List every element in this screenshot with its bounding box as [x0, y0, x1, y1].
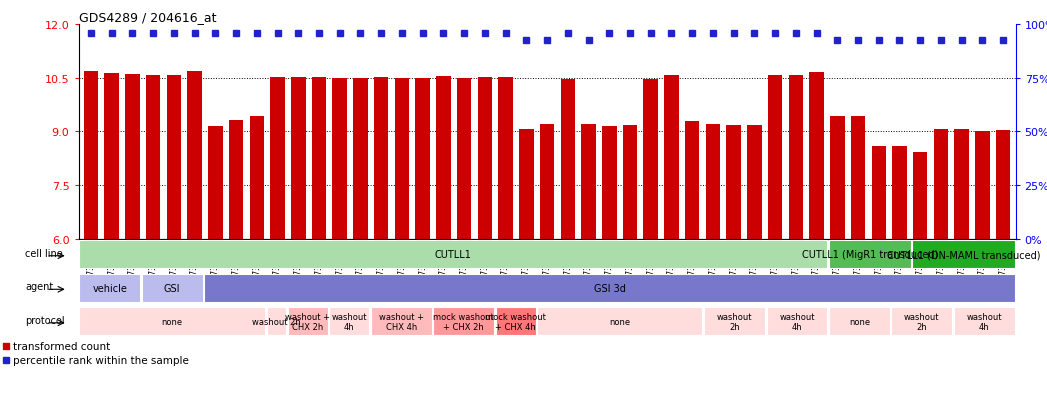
Bar — [126, 75, 139, 240]
Bar — [371, 308, 431, 335]
Bar — [664, 76, 678, 240]
Bar — [623, 126, 638, 240]
Bar — [291, 77, 306, 240]
Bar — [270, 78, 285, 240]
Text: none: none — [609, 317, 630, 326]
Bar — [912, 241, 1015, 268]
Text: none: none — [161, 317, 183, 326]
Bar — [498, 77, 513, 240]
Text: mock washout
+ CHX 4h: mock washout + CHX 4h — [486, 312, 547, 331]
Bar — [312, 78, 327, 240]
Text: cell line: cell line — [25, 248, 63, 258]
Text: washout
2h: washout 2h — [717, 312, 752, 331]
Bar — [204, 274, 1015, 302]
Bar — [329, 308, 370, 335]
Text: GDS4289 / 204616_at: GDS4289 / 204616_at — [79, 11, 216, 24]
Bar — [267, 308, 286, 335]
Text: washout +
CHX 4h: washout + CHX 4h — [379, 312, 424, 331]
Bar — [187, 72, 202, 240]
Bar — [766, 308, 827, 335]
Bar — [954, 308, 1015, 335]
Bar — [581, 124, 596, 240]
Text: agent: agent — [25, 282, 53, 292]
Bar — [727, 126, 741, 240]
Bar — [395, 78, 409, 240]
Bar — [892, 147, 907, 240]
Bar — [829, 241, 911, 268]
Bar — [84, 72, 98, 240]
Bar — [105, 74, 119, 240]
Text: washout
4h: washout 4h — [966, 312, 1002, 331]
Bar — [975, 132, 989, 240]
Bar — [913, 153, 928, 240]
Bar — [519, 130, 534, 240]
Bar — [830, 117, 845, 240]
Text: mock washout
+ CHX 2h: mock washout + CHX 2h — [433, 312, 494, 331]
Bar — [891, 308, 953, 335]
Bar — [934, 130, 949, 240]
Text: CUTLL1 (DN-MAML transduced): CUTLL1 (DN-MAML transduced) — [887, 249, 1041, 260]
Text: washout
4h: washout 4h — [332, 312, 367, 331]
Text: transformed count: transformed count — [13, 341, 110, 351]
Bar — [288, 308, 328, 335]
Text: washout
2h: washout 2h — [905, 312, 939, 331]
Text: none: none — [849, 317, 870, 326]
Bar — [416, 79, 430, 240]
Text: CUTLL1 (MigR1 transduced): CUTLL1 (MigR1 transduced) — [802, 249, 938, 260]
Bar — [560, 80, 575, 240]
Bar — [955, 130, 968, 240]
Bar — [208, 127, 223, 240]
Bar — [496, 308, 536, 335]
Bar — [871, 147, 886, 240]
Text: vehicle: vehicle — [92, 283, 127, 293]
Bar — [748, 126, 761, 240]
Bar — [437, 77, 450, 240]
Bar — [809, 73, 824, 240]
Bar — [685, 122, 699, 240]
Text: GSI 3d: GSI 3d — [594, 283, 625, 293]
Bar — [456, 78, 471, 240]
Bar — [333, 78, 347, 240]
Bar — [706, 125, 720, 240]
Text: washout
4h: washout 4h — [779, 312, 815, 331]
Text: percentile rank within the sample: percentile rank within the sample — [13, 355, 188, 366]
Bar — [374, 78, 388, 240]
Bar — [80, 308, 265, 335]
Bar — [996, 131, 1010, 240]
Bar — [80, 274, 140, 302]
Text: protocol: protocol — [25, 315, 65, 325]
Bar — [644, 80, 658, 240]
Bar — [704, 308, 765, 335]
Bar — [829, 308, 890, 335]
Text: GSI: GSI — [164, 283, 180, 293]
Text: CUTLL1: CUTLL1 — [435, 249, 472, 260]
Bar — [767, 76, 782, 240]
Bar — [141, 274, 203, 302]
Bar — [477, 78, 492, 240]
Text: washout +
CHX 2h: washout + CHX 2h — [285, 312, 330, 331]
Bar — [851, 117, 865, 240]
Text: washout 2h: washout 2h — [252, 317, 300, 326]
Bar — [146, 76, 160, 240]
Bar — [433, 308, 494, 335]
Bar — [229, 121, 243, 240]
Bar — [80, 241, 827, 268]
Bar — [166, 76, 181, 240]
Bar — [788, 76, 803, 240]
Bar — [602, 127, 617, 240]
Bar — [249, 117, 264, 240]
Bar — [353, 79, 367, 240]
Bar — [540, 124, 554, 240]
Bar — [537, 308, 703, 335]
